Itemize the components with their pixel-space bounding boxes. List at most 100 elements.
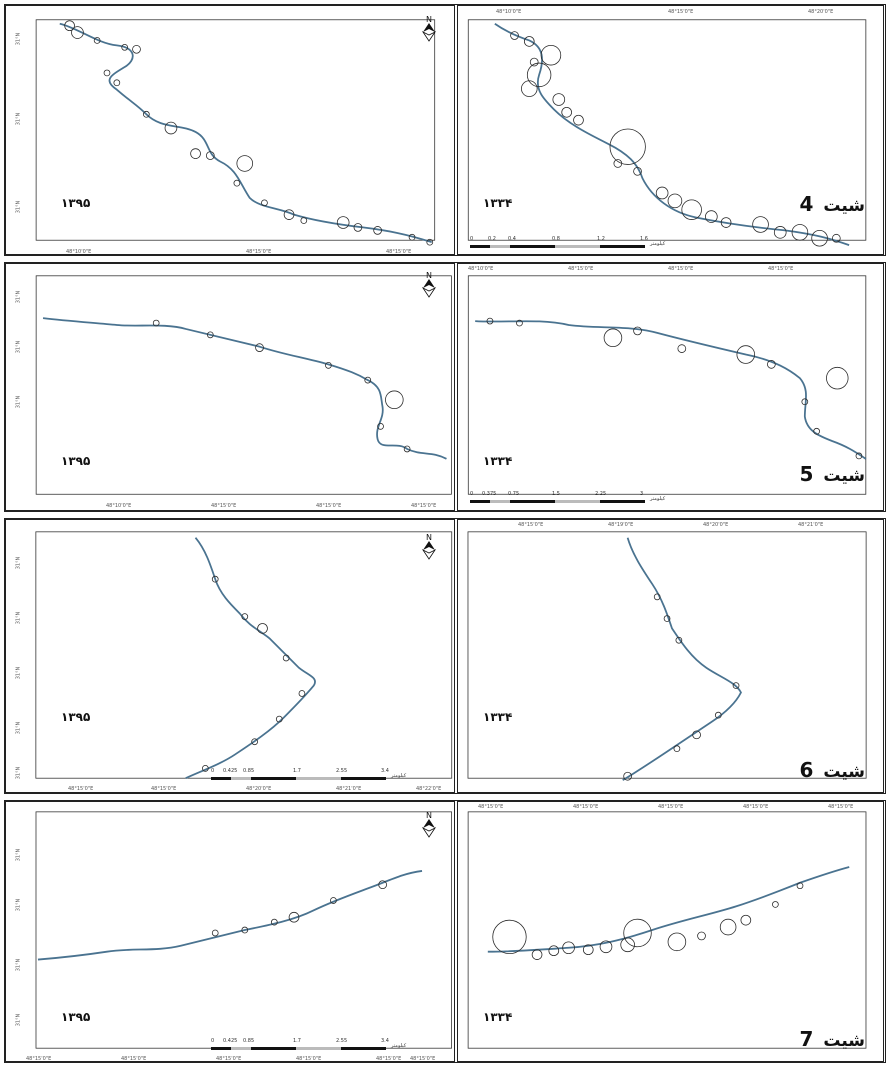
lon-tick: 48°15'0"E (411, 503, 437, 509)
svg-text:N: N (426, 15, 432, 24)
scale-label: 0.85 (243, 768, 255, 774)
lon-tick: 48°15'0"E (668, 266, 694, 272)
year-label: ۱۳۹۵ (61, 454, 91, 468)
north-arrow-icon: N (421, 533, 437, 560)
river-map-1334 (467, 531, 867, 781)
scale-label: 1.7 (293, 1038, 301, 1044)
sheet-title: 7 شیت (800, 1027, 866, 1051)
map-panel-1395: ۱۳۹۵ 31°N 31°N 31°N 48°10'0"E 48°15'0"E … (5, 5, 455, 255)
scale-label: 1.6 (640, 236, 648, 242)
lon-tick: 48°15'0"E (518, 522, 544, 528)
map-sheet-7: ۱۳۹۵ 31°N 31°N 31°N 31°N 48°15'0"E 48°15… (4, 800, 886, 1063)
lat-tick: 31°N (15, 200, 22, 214)
sheet-title: 4 شیت (800, 192, 866, 216)
lat-tick: 31°N (15, 112, 22, 126)
map-panel-1334: ۱۳۳۴ 48°10'0"E 48°15'0"E 48°15'0"E 48°15… (457, 263, 884, 511)
lon-tick: 48°20'0"E (808, 9, 834, 15)
lon-tick: 48°15'0"E (386, 249, 412, 255)
lat-tick: 31°N (15, 1013, 22, 1027)
lon-tick: 48°15'0"E (376, 1056, 402, 1062)
map-panel-1395: ۱۳۹۵ 31°N 31°N 31°N 31°N 48°15'0"E 48°15… (5, 801, 455, 1062)
svg-text:N: N (426, 533, 432, 542)
scale-label: 3 (640, 491, 644, 497)
svg-text:N: N (426, 271, 432, 280)
north-arrow-icon: N (421, 811, 437, 838)
lon-tick: 48°21'0"E (336, 786, 362, 792)
map-sheet-6: ۱۳۹۵ 31°N 31°N 31°N 31°N 31°N 48°15'0"E … (4, 518, 886, 794)
sheet-number: 5 (799, 462, 814, 486)
scale-label: 0.4 (508, 236, 516, 242)
scale-label: 0.425 (223, 768, 238, 774)
scale-label: 0.375 (482, 491, 497, 497)
scale-label: 2.55 (336, 768, 348, 774)
lat-tick: 31°N (15, 721, 22, 735)
lon-tick: 48°15'0"E (296, 1056, 322, 1062)
scale-label: 0.85 (243, 1038, 255, 1044)
lon-tick: 48°15'0"E (121, 1056, 147, 1062)
scale-unit: کیلومتر (650, 241, 666, 247)
lat-tick: 31°N (15, 958, 22, 972)
svg-text:N: N (426, 811, 432, 820)
map-panel-1334: ۱۳۳۴ 48°15'0"E 48°19'0"E 48°20'0"E 48°21… (457, 519, 884, 793)
scale-bar: 0 0.425 0.85 1.7 2.55 3.4 کیلومتر (211, 1038, 406, 1054)
scale-label: 0.75 (508, 491, 520, 497)
year-label: ۱۳۹۵ (61, 196, 91, 210)
sheet-word: شیت (823, 1031, 865, 1051)
north-arrow-icon: N (421, 15, 437, 42)
scale-label: 1.2 (597, 236, 605, 242)
scale-label: 0.425 (223, 1038, 238, 1044)
lon-tick: 48°15'0"E (211, 503, 237, 509)
map-sheet-4: ۱۳۹۵ 31°N 31°N 31°N 48°10'0"E 48°15'0"E … (4, 4, 886, 256)
scale-bar: 0 0.375 0.75 1.5 2.25 3 کیلومتر (470, 491, 665, 507)
scale-label: 0 (470, 491, 474, 497)
lon-tick: 48°15'0"E (828, 804, 854, 810)
lon-tick: 48°10'0"E (468, 266, 494, 272)
scale-label: 0 (211, 1038, 215, 1044)
lon-tick: 48°15'0"E (216, 1056, 242, 1062)
lat-tick: 31°N (15, 848, 22, 862)
scale-unit: کیلومتر (391, 773, 407, 779)
lon-tick: 48°20'0"E (246, 786, 272, 792)
sheet-word: شیت (823, 762, 865, 782)
year-label: ۱۳۹۵ (61, 1010, 91, 1024)
lon-tick: 48°15'0"E (478, 804, 504, 810)
map-sheet-5: ۱۳۹۵ 31°N 31°N 31°N 48°10'0"E 48°15'0"E … (4, 262, 886, 512)
lon-tick: 48°15'0"E (668, 9, 694, 15)
river-map-1395 (35, 531, 453, 780)
scale-label: 2.25 (595, 491, 607, 497)
map-panel-1395: ۱۳۹۵ 31°N 31°N 31°N 31°N 31°N 48°15'0"E … (5, 519, 455, 793)
lon-tick: 48°21'0"E (798, 522, 824, 528)
scale-unit: کیلومتر (650, 496, 666, 502)
lon-tick: 48°15'0"E (768, 266, 794, 272)
lon-tick: 48°15'0"E (151, 786, 177, 792)
river-map-1395 (35, 275, 452, 495)
lat-tick: 31°N (15, 395, 22, 409)
lon-tick: 48°20'0"E (703, 522, 729, 528)
lat-tick: 31°N (15, 898, 22, 912)
lon-tick: 48°15'0"E (316, 503, 342, 509)
lat-tick: 31°N (15, 766, 22, 780)
river-map-1334 (467, 19, 867, 247)
year-label: ۱۳۳۴ (483, 454, 513, 468)
lat-tick: 31°N (15, 611, 22, 625)
lon-tick: 48°15'0"E (743, 804, 769, 810)
lon-tick: 48°15'0"E (568, 266, 594, 272)
scale-label: 0 (470, 236, 474, 242)
lon-tick: 48°19'0"E (608, 522, 634, 528)
scale-bar: 0 0.425 0.85 1.7 2.55 3.4 کیلومتر (211, 768, 406, 784)
sheet-number: 7 (799, 1027, 814, 1051)
map-panel-1334: ۱۳۳۴ 48°15'0"E 48°15'0"E 48°15'0"E 48°15… (457, 801, 884, 1062)
scale-label: 1.5 (552, 491, 560, 497)
lon-tick: 48°10'0"E (496, 9, 522, 15)
north-arrow-icon: N (421, 271, 437, 298)
lon-tick: 48°22'0"E (416, 786, 442, 792)
river-map-1395 (35, 19, 436, 246)
lat-tick: 31°N (15, 32, 22, 46)
sheet-number: 4 (799, 192, 814, 216)
lat-tick: 31°N (15, 666, 22, 680)
scale-label: 3.4 (381, 1038, 389, 1044)
lon-tick: 48°10'0"E (106, 503, 132, 509)
lon-tick: 48°15'0"E (658, 804, 684, 810)
map-panel-1334: ۱۳۳۴ 48°10'0"E 48°15'0"E 48°20'0"E 0 0.2… (457, 5, 884, 255)
lon-tick: 48°15'0"E (410, 1056, 436, 1062)
